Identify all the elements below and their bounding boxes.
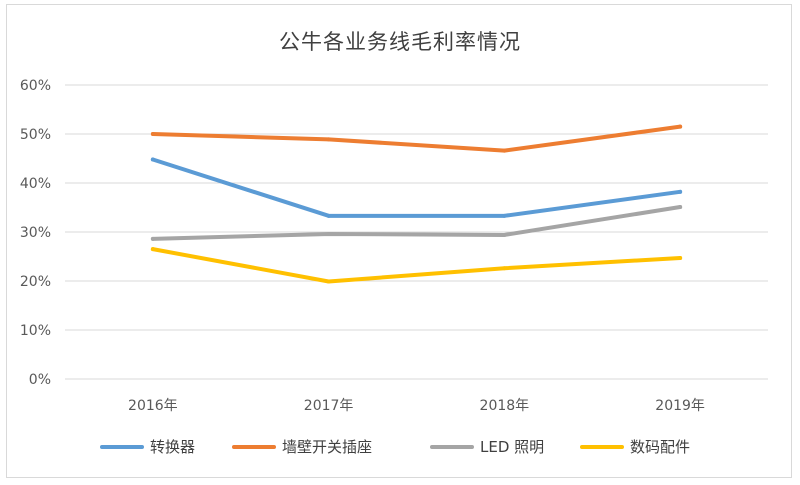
y-tick-label: 20%: [20, 274, 51, 290]
series-line-4: [150, 247, 683, 284]
y-tick-label: 10%: [20, 323, 51, 339]
data-point: [502, 213, 507, 218]
data-point: [502, 148, 507, 153]
y-tick-label: 0%: [29, 372, 51, 388]
data-point: [678, 189, 683, 194]
x-tick-label: 2018年: [480, 398, 530, 414]
y-tick-label: 30%: [20, 225, 51, 241]
chart-title: 公牛各业务线毛利率情况: [279, 30, 521, 54]
legend-swatch: [580, 445, 624, 449]
data-point: [150, 132, 155, 136]
y-tick-label: 40%: [20, 176, 51, 192]
data-point: [678, 124, 683, 129]
data-point: [502, 232, 507, 237]
legend-swatch: [100, 445, 144, 449]
y-tick-label: 60%: [20, 78, 51, 94]
x-tick-label: 2019年: [655, 398, 705, 414]
y-tick-label: 50%: [20, 127, 51, 143]
data-point: [326, 279, 331, 284]
data-point: [150, 157, 155, 162]
data-point: [150, 236, 155, 241]
series-line-2: [150, 124, 683, 153]
data-point: [678, 205, 683, 210]
chart-frame: [6, 4, 792, 478]
data-point: [502, 266, 507, 271]
legend-label: 转换器: [150, 438, 196, 456]
x-tick-label: 2017年: [304, 398, 354, 414]
legend-label: LED 照明: [480, 438, 545, 456]
data-point: [326, 213, 331, 218]
series-line-1: [150, 157, 683, 218]
data-point: [326, 231, 331, 236]
legend-swatch: [232, 445, 276, 449]
chart-legend: 转换器 墙壁开关插座 LED 照明 数码配件: [0, 434, 800, 458]
data-point: [326, 137, 331, 142]
legend-label: 墙壁开关插座: [282, 438, 373, 456]
series-line-3: [150, 205, 683, 241]
data-point: [678, 255, 683, 260]
data-point: [150, 247, 155, 252]
x-tick-label: 2016年: [128, 398, 178, 414]
legend-label: 数码配件: [630, 438, 691, 456]
legend-swatch: [430, 445, 474, 449]
